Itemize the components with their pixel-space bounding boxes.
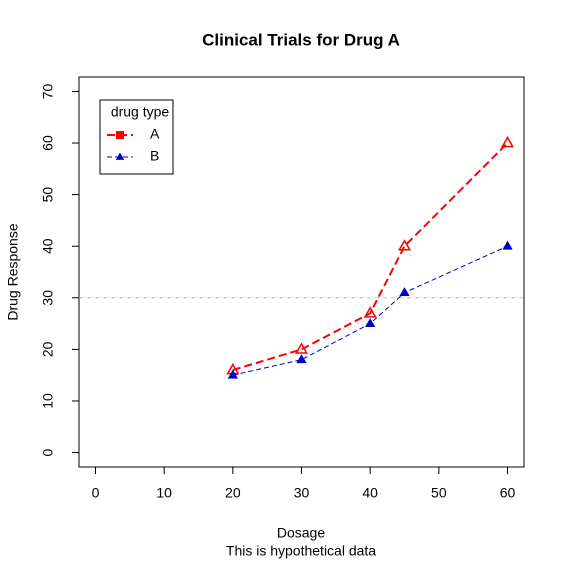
y-tick-label: 30 [40,290,56,306]
y-tick-label: 10 [40,393,56,409]
point [502,240,513,250]
point [296,354,307,364]
point [397,239,412,251]
legend-title: drug type [111,104,170,120]
legend-box [99,99,174,175]
y-tick-label: 20 [40,341,56,357]
x-tick-label: 60 [500,485,516,501]
legend-marker [116,131,124,139]
x-tick-label: 30 [294,485,310,501]
x-tick-label: 20 [225,485,241,501]
point [399,287,410,297]
point [365,318,376,328]
subtitle: This is hypothetical data [226,543,376,559]
y-tick-label: 50 [40,187,56,203]
x-axis-label: Dosage [277,525,325,541]
legend-label: A [150,126,160,142]
point [363,306,377,318]
y-tick-label: 0 [40,448,56,456]
point [500,136,515,148]
legend-marker [115,152,125,160]
point [227,369,238,379]
point [294,342,309,354]
y-tick-label: 70 [40,83,56,99]
y-axis-label: Drug Response [5,223,21,320]
x-tick-label: 40 [362,485,378,501]
y-tick-label: 60 [40,135,56,151]
x-tick-label: 0 [92,485,100,501]
chart-title: Clinical Trials for Drug A [202,30,400,49]
x-tick-label: 10 [156,485,172,501]
x-tick-label: 50 [431,485,447,501]
y-tick-label: 40 [40,238,56,254]
series-line [232,142,509,371]
legend-label: B [150,148,159,164]
